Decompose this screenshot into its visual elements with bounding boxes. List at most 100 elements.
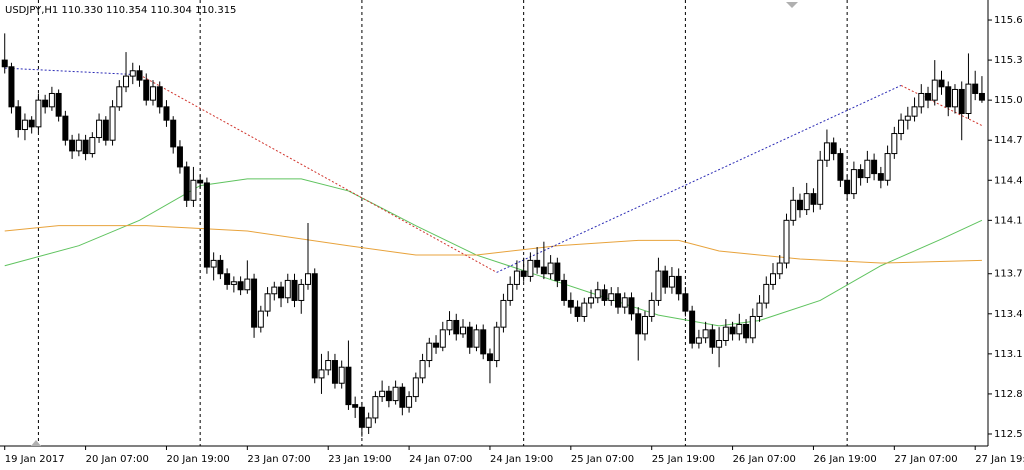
candle-body — [62, 115, 69, 141]
candle-body — [183, 166, 190, 201]
candle-body — [547, 262, 554, 275]
candle-body — [217, 259, 224, 275]
x-tick-label: 23 Jan 19:00 — [328, 454, 391, 465]
candle-body — [493, 326, 500, 362]
y-tick-label: 112.8 — [994, 389, 1023, 400]
candle-body — [453, 319, 460, 335]
candle-body — [864, 159, 871, 179]
x-tick-label: 24 Jan 19:00 — [490, 454, 553, 465]
candle-body — [641, 315, 648, 335]
candle-body — [682, 293, 689, 312]
candle-body — [163, 106, 170, 121]
candle-body — [284, 279, 291, 299]
candle-body — [311, 273, 318, 379]
candle-body — [264, 293, 271, 312]
candle-body — [500, 299, 507, 328]
candle-body — [271, 286, 278, 295]
candle-body — [871, 159, 878, 175]
candle-body — [136, 70, 143, 81]
shift-marker — [786, 2, 798, 8]
candle-body — [318, 369, 325, 379]
candle-body — [433, 342, 440, 348]
candle-body — [109, 106, 116, 141]
candle-body — [520, 270, 527, 277]
candle-body — [513, 270, 520, 285]
candle-body — [379, 390, 386, 398]
x-tick-label: 20 Jan 07:00 — [86, 454, 149, 465]
candle-body — [358, 406, 365, 428]
candle-body — [608, 293, 615, 301]
candle-body — [709, 329, 716, 348]
x-tick-label: 19 Jan 2017 — [5, 454, 65, 465]
candle-body — [473, 329, 480, 348]
candle-body — [668, 275, 675, 288]
y-tick-label: 113.4 — [994, 309, 1023, 320]
candle-body — [486, 353, 493, 362]
candle-body — [96, 119, 103, 139]
y-tick-label: 115.3 — [994, 55, 1023, 66]
candle-body — [830, 142, 837, 155]
candle-body — [662, 270, 669, 288]
x-tick-label: 25 Jan 07:00 — [571, 454, 634, 465]
candle-body — [426, 342, 433, 362]
candle-body — [102, 119, 109, 141]
candle-body — [945, 86, 952, 108]
candle-body — [817, 159, 824, 205]
candle-body — [325, 360, 332, 371]
candle-body — [143, 79, 150, 101]
candle-body — [459, 326, 466, 335]
candle-body — [729, 326, 736, 335]
candle-body — [904, 115, 911, 121]
moving-average — [4, 178, 983, 327]
candle-body — [621, 297, 628, 308]
candle-body — [655, 270, 662, 301]
candle-body — [82, 139, 89, 155]
candle-body — [15, 106, 22, 131]
candle-body — [123, 75, 130, 88]
candle-body — [931, 79, 938, 101]
candle-body — [722, 326, 729, 342]
candle-body — [278, 286, 285, 299]
candle-body — [230, 281, 237, 285]
candle-body — [75, 139, 82, 152]
candle-body — [197, 179, 204, 184]
candle-body — [635, 313, 642, 335]
trend-line — [4, 67, 140, 76]
trend-line — [900, 85, 983, 126]
candle-body — [116, 86, 123, 108]
candle-body — [338, 366, 345, 384]
candle-body — [527, 259, 534, 277]
x-tick-label: 26 Jan 07:00 — [733, 454, 796, 465]
candle-body — [412, 377, 419, 398]
candle-body — [810, 193, 817, 205]
candle-body — [702, 329, 709, 339]
candle-body — [345, 366, 352, 406]
y-tick-label: 115.0 — [994, 95, 1023, 106]
y-tick-label: 113.1 — [994, 349, 1023, 360]
candle-body — [594, 289, 601, 299]
candle-body — [385, 390, 392, 402]
candle-body — [203, 182, 210, 268]
x-tick-label: 20 Jan 19:00 — [166, 454, 229, 465]
candle-body — [129, 70, 136, 77]
candle-body — [972, 83, 979, 94]
candle-body — [399, 386, 406, 408]
candle-body — [224, 273, 231, 285]
x-tick-label: 24 Jan 07:00 — [409, 454, 472, 465]
candle-body — [69, 139, 76, 152]
candle-body — [156, 86, 163, 108]
candle-body — [190, 179, 197, 201]
candle-body — [480, 329, 487, 355]
candle-body — [291, 279, 298, 301]
candle-body — [534, 259, 541, 268]
candle-body — [554, 262, 561, 281]
candle-body — [790, 199, 797, 221]
y-tick-label: 114.1 — [994, 215, 1023, 226]
candle-body — [756, 302, 763, 317]
candle-body — [21, 119, 28, 131]
candle-body — [749, 315, 756, 339]
candle-body — [352, 404, 359, 408]
candle-body — [89, 137, 96, 155]
candle-body — [588, 297, 595, 304]
candle-body — [689, 310, 696, 344]
